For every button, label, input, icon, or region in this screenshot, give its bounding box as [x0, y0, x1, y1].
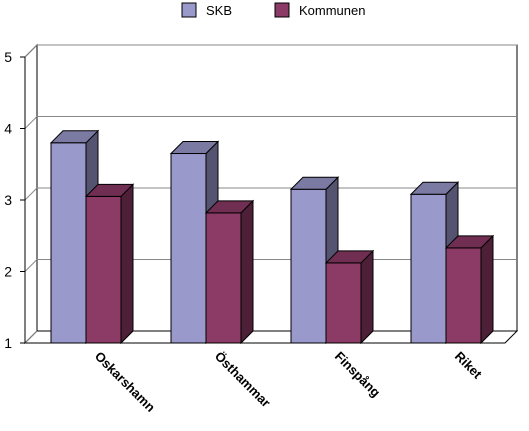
bar-kommunen-1 [204, 199, 255, 345]
x-tick-label: Oskarshamn [92, 349, 158, 415]
y-tick-label: 4 [4, 121, 12, 137]
bar-front [445, 247, 482, 344]
bar-front [50, 142, 87, 344]
bar-top [289, 176, 340, 190]
bars [49, 129, 495, 345]
y-tick-label: 5 [4, 49, 12, 65]
bar-top [204, 200, 255, 214]
bar-front [205, 212, 242, 344]
bar-top [324, 250, 375, 264]
x-tick-label: Riket [452, 349, 486, 383]
y-axis: 1 2 3 4 5 [4, 49, 26, 351]
legend-label: Kommunen [299, 3, 365, 18]
x-axis-labels: Oskarshamn Östhammar Finspång Riket [92, 349, 486, 415]
legend-label: SKB [206, 3, 232, 18]
y-tick-label: 2 [4, 264, 12, 280]
bar-kommunen-0 [84, 183, 135, 345]
bar-front [170, 153, 207, 344]
bar-front [290, 188, 327, 344]
y-tick-label: 3 [4, 192, 12, 208]
bar-top [169, 141, 220, 155]
gridline-side [24, 187, 38, 201]
bar-side [240, 199, 254, 345]
y-tick-label: 1 [4, 335, 12, 351]
legend: SKB Kommunen [181, 2, 365, 18]
x-tick-label: Finspång [332, 349, 384, 401]
bar-top [84, 183, 135, 197]
bar-front [325, 262, 362, 344]
bar-side [480, 234, 494, 345]
bar-front [410, 193, 447, 344]
legend-swatch [181, 2, 197, 18]
bar-top [49, 130, 100, 144]
bar-side [360, 249, 374, 345]
gridline-side [24, 259, 38, 272]
gridline-side [24, 44, 38, 58]
gridline-side [24, 330, 38, 344]
gridline-side [24, 116, 38, 129]
bar-kommunen-2 [324, 249, 375, 345]
x-tick-label: Östhammar [212, 349, 274, 411]
bar-side [120, 183, 134, 345]
bar-front [85, 195, 122, 344]
bar-kommunen-3 [444, 234, 495, 345]
legend-swatch [274, 2, 290, 18]
bar-top [409, 181, 460, 195]
bar-top [444, 235, 495, 249]
